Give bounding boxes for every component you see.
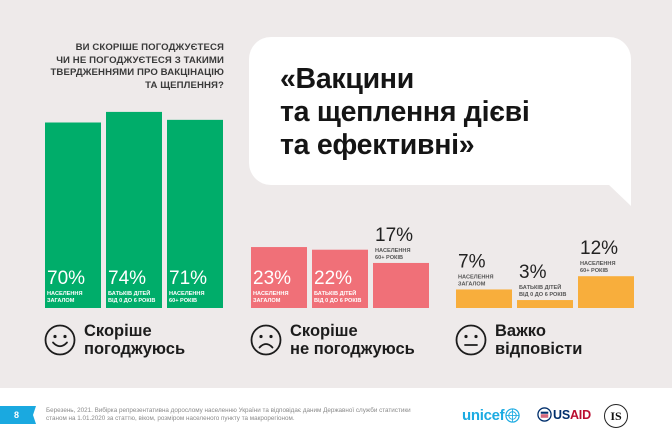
bar-value-label: 22% xyxy=(314,268,352,289)
page-number: 8 xyxy=(13,410,19,420)
bar-category-label: ВІД 0 ДО 6 РОКІВ xyxy=(108,298,155,304)
bar xyxy=(456,289,512,308)
bar-value-label: 17% xyxy=(375,225,413,246)
bar-category-label: БАТЬКІВ ДІТЕЙ xyxy=(108,289,150,297)
page-tag xyxy=(0,406,33,424)
bar-value-label: 7% xyxy=(458,251,486,272)
bar xyxy=(517,300,573,308)
bar-value-label: 71% xyxy=(169,268,207,289)
sad-face-icon xyxy=(250,324,282,356)
bar xyxy=(251,247,307,308)
bar-category-label: ВІД 0 ДО 6 РОКІВ xyxy=(519,292,566,298)
bar-category-label: НАСЕЛЕННЯ xyxy=(375,248,410,254)
footer xyxy=(0,388,672,448)
bar-category-label: ЗАГАЛОМ xyxy=(458,281,486,287)
bar-category-label: НАСЕЛЕННЯ xyxy=(580,261,615,267)
bar xyxy=(312,249,368,308)
bar-value-label: 23% xyxy=(253,268,291,289)
unicef-globe-icon xyxy=(505,408,520,423)
legend-item-disagree: Скоріше не погоджуюсь xyxy=(250,322,415,358)
bar-category-label: ВІД 0 ДО 6 РОКІВ xyxy=(314,298,361,304)
bar-value-label: 3% xyxy=(519,262,547,283)
unicef-logo: unicef xyxy=(462,407,505,424)
question-line: ЧИ НЕ ПОГОДЖУЄТЕСЯ З ТАКИМИ xyxy=(56,54,224,66)
usaid-seal-icon xyxy=(537,407,552,422)
question-line: ТА ЩЕПЛЕННЯ? xyxy=(145,79,224,91)
is-logo: IS xyxy=(604,404,628,428)
legend-label: Скоріше не погоджуюсь xyxy=(290,322,415,358)
usaid-aid: AID xyxy=(569,408,591,422)
bar-category-label: 60+ РОКІВ xyxy=(375,255,403,261)
bar-category-label: 60+ РОКІВ xyxy=(580,268,608,274)
bar-category-label: ЗАГАЛОМ xyxy=(47,298,75,304)
usaid-us: US xyxy=(553,408,570,422)
bar-category-label: БАТЬКІВ ДІТЕЙ xyxy=(314,289,356,297)
question-line: ТВЕРДЖЕННЯМИ ПРО ВАКЦІНАЦІЮ xyxy=(50,67,224,79)
bar-category-label: БАТЬКІВ ДІТЕЙ xyxy=(519,283,561,291)
legend-item-agree: Скоріше погоджуюсь xyxy=(44,322,185,358)
bar-value-label: 70% xyxy=(47,268,85,289)
question-line: ВИ СКОРІШЕ ПОГОДЖУЄТЕСЯ xyxy=(75,42,224,53)
legend-label: Важко відповісти xyxy=(495,322,583,358)
bar xyxy=(578,276,634,308)
legend-label: Скоріше погоджуюсь xyxy=(84,322,186,358)
speech-bubble-tail xyxy=(608,184,631,206)
survey-question: ВИ СКОРІШЕ ПОГОДЖУЄТЕСЯ ЧИ НЕ ПОГОДЖУЄТЕ… xyxy=(20,42,224,92)
bar-category-label: НАСЕЛЕННЯ xyxy=(47,291,82,297)
bar-value-label: 12% xyxy=(580,238,618,259)
bar-category-label: НАСЕЛЕННЯ xyxy=(169,291,204,297)
neutral-face-icon xyxy=(455,324,487,356)
bar-value-label: 74% xyxy=(108,268,146,289)
bar-category-label: 60+ РОКІВ xyxy=(169,298,197,304)
page-tag-notch xyxy=(33,406,36,424)
bar xyxy=(167,119,223,308)
bar-category-label: НАСЕЛЕННЯ xyxy=(458,274,493,280)
smile-face-icon xyxy=(44,324,76,356)
bar-category-label: НАСЕЛЕННЯ xyxy=(253,291,288,297)
legend-item-hard: Важко відповісти xyxy=(455,322,582,358)
bar xyxy=(45,122,101,308)
bar xyxy=(373,262,429,308)
statement-quote: «Вакцини та щеплення дієві та ефективні» xyxy=(280,63,530,161)
bar-category-label: ЗАГАЛОМ xyxy=(253,298,281,304)
bar xyxy=(106,111,162,309)
usaid-logo: USAID xyxy=(553,408,591,422)
source-note: Березень, 2021. Вибірка репрезентативна … xyxy=(46,407,411,423)
speech-bubble xyxy=(249,37,631,185)
